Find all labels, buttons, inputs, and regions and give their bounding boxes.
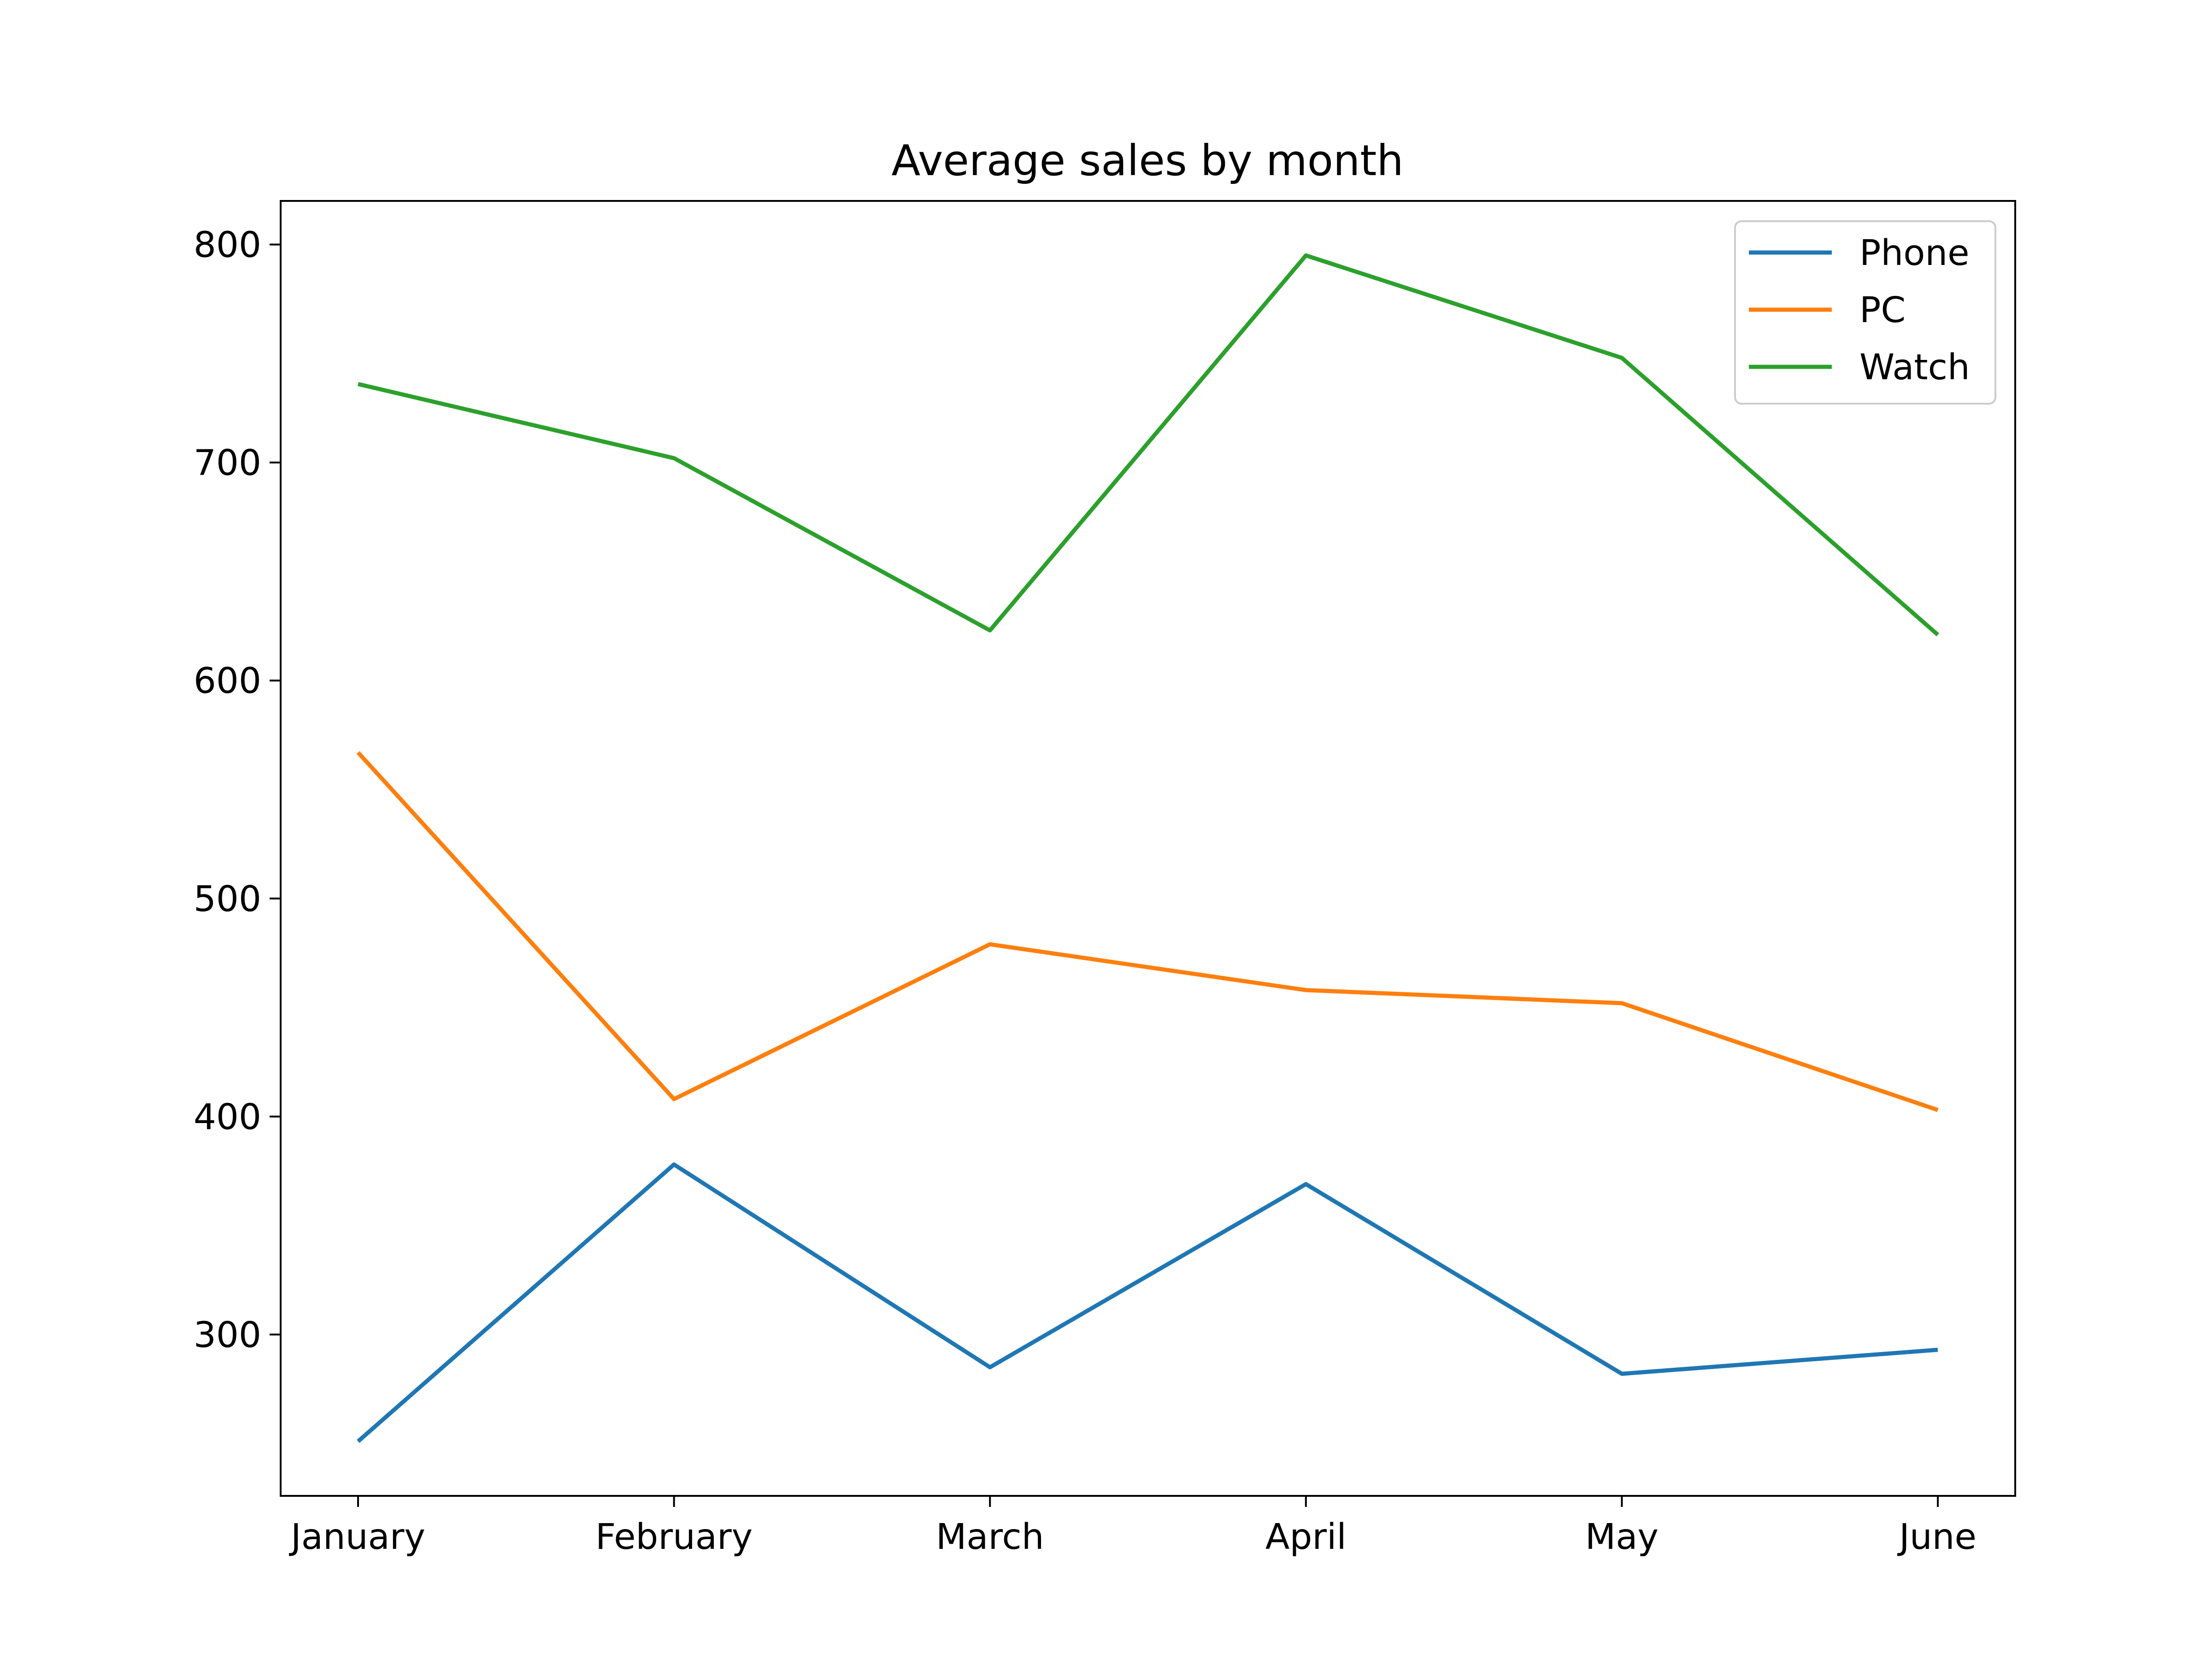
x-tick-label-february: February: [595, 1517, 753, 1558]
y-tick-label-400: 400: [194, 1097, 261, 1138]
x-tick-label-january: January: [289, 1517, 425, 1558]
series-layer: [356, 253, 1939, 1443]
series-line-watch: [357, 253, 1939, 636]
y-tick-label-700: 700: [194, 443, 261, 484]
x-tick-label-may: May: [1585, 1517, 1659, 1558]
x-tick-label-june: June: [1897, 1517, 1977, 1558]
legend-label-phone: Phone: [1859, 233, 1970, 274]
y-tick-label-800: 800: [194, 225, 261, 266]
series-line-pc: [356, 751, 1939, 1112]
legend-label-pc: PC: [1859, 290, 1906, 331]
x-axis: January February March April May June: [289, 1496, 1977, 1558]
x-tick-label-march: March: [936, 1517, 1044, 1558]
legend-box: [1734, 220, 1996, 405]
legend-label-watch: Watch: [1859, 347, 1970, 388]
y-tick-label-300: 300: [194, 1315, 261, 1356]
plot-frame: [280, 200, 2016, 1497]
x-tick-label-april: April: [1265, 1517, 1347, 1558]
y-tick-label-500: 500: [194, 879, 261, 920]
legend-item-pc: PC: [1749, 290, 1906, 331]
chart-title: Average sales by month: [891, 136, 1403, 185]
y-tick-label-600: 600: [194, 661, 261, 702]
y-axis: 300 400 500 600 700 800: [194, 225, 281, 1356]
legend: Phone PC Watch: [1734, 220, 1996, 405]
legend-item-phone: Phone: [1749, 233, 1970, 274]
series-line-phone: [357, 1162, 1938, 1443]
legend-item-watch: Watch: [1749, 347, 1970, 388]
